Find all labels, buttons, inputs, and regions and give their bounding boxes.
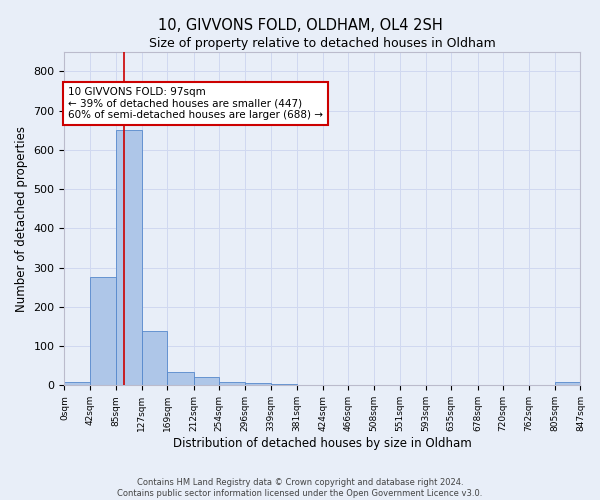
Bar — [142, 331, 167, 386]
Text: 10 GIVVONS FOLD: 97sqm
← 39% of detached houses are smaller (447)
60% of semi-de: 10 GIVVONS FOLD: 97sqm ← 39% of detached… — [68, 87, 323, 120]
Bar — [116, 130, 142, 386]
Bar — [194, 378, 219, 386]
Bar — [271, 384, 296, 386]
X-axis label: Distribution of detached houses by size in Oldham: Distribution of detached houses by size … — [173, 437, 472, 450]
Bar — [245, 384, 271, 386]
Text: 10, GIVVONS FOLD, OLDHAM, OL4 2SH: 10, GIVVONS FOLD, OLDHAM, OL4 2SH — [158, 18, 442, 32]
Y-axis label: Number of detached properties: Number of detached properties — [15, 126, 28, 312]
Bar — [64, 382, 90, 386]
Text: Contains HM Land Registry data © Crown copyright and database right 2024.
Contai: Contains HM Land Registry data © Crown c… — [118, 478, 482, 498]
Title: Size of property relative to detached houses in Oldham: Size of property relative to detached ho… — [149, 38, 496, 51]
Bar — [167, 372, 194, 386]
Bar — [219, 382, 245, 386]
Bar — [555, 382, 580, 386]
Bar — [90, 278, 116, 386]
Bar — [296, 384, 323, 386]
